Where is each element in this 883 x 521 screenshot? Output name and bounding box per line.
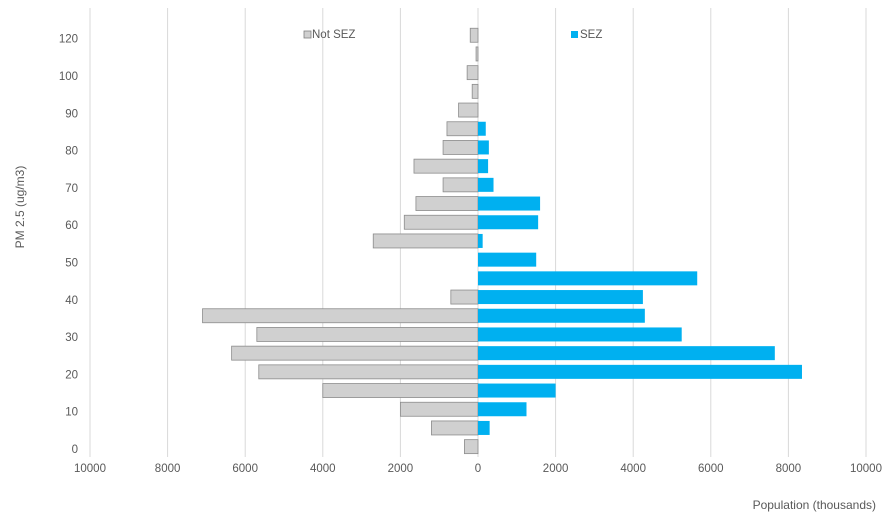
bar-not-sez bbox=[469, 27, 479, 43]
x-tick-label: 6000 bbox=[232, 463, 258, 475]
bar-not-sez bbox=[322, 383, 479, 398]
bar-sez bbox=[478, 290, 643, 305]
x-tick-label: 8000 bbox=[776, 463, 802, 475]
bar-sez bbox=[478, 121, 486, 136]
x-tick-label: 10000 bbox=[850, 463, 882, 475]
bar-not-sez bbox=[442, 177, 479, 193]
tick-labels: 10000 8000 6000 4000 2000 0 2000 4000 6000 8000 10… bbox=[59, 34, 882, 475]
bar-sez bbox=[478, 402, 527, 417]
y-tick-label: 70 bbox=[65, 183, 78, 195]
bar-not-sez bbox=[464, 439, 479, 455]
bar-sez bbox=[478, 177, 494, 192]
bar-not-sez bbox=[450, 289, 479, 305]
bar-not-sez bbox=[202, 308, 479, 324]
y-tick-label: 30 bbox=[65, 332, 78, 344]
bar-sez bbox=[478, 420, 490, 435]
y-tick-label: 80 bbox=[65, 146, 78, 158]
legend-label-sez: SEZ bbox=[580, 29, 602, 41]
x-tick-label: 6000 bbox=[698, 463, 724, 475]
y-tick-label: 40 bbox=[65, 295, 78, 307]
bar-not-sez bbox=[431, 420, 479, 436]
bar-sez bbox=[478, 327, 682, 342]
y-tick-label: 20 bbox=[65, 369, 78, 381]
y-tick-label: 60 bbox=[65, 220, 78, 232]
y-tick-label: 50 bbox=[65, 258, 78, 270]
bar-sez bbox=[478, 383, 556, 398]
bar-not-sez bbox=[258, 364, 479, 380]
bar-sez bbox=[478, 233, 483, 248]
x-tick-label: 0 bbox=[475, 463, 481, 475]
x-tick-label: 8000 bbox=[155, 463, 181, 475]
y-tick-label: 0 bbox=[72, 444, 78, 456]
bar-not-sez bbox=[446, 121, 479, 137]
x-tick-label: 2000 bbox=[543, 463, 569, 475]
y-tick-label: 120 bbox=[59, 34, 78, 46]
bar-sez bbox=[478, 364, 802, 379]
bar-not-sez bbox=[372, 233, 479, 249]
legend: Not SEZ SEZ bbox=[303, 29, 602, 41]
bar-sez bbox=[478, 196, 541, 211]
bar-sez bbox=[478, 252, 537, 267]
legend-swatch-sez bbox=[571, 31, 578, 38]
bar-not-sez bbox=[399, 401, 479, 417]
bar-sez bbox=[478, 308, 645, 323]
bar-not-sez bbox=[442, 140, 479, 155]
bar-sez bbox=[478, 271, 698, 286]
bar-not-sez bbox=[403, 214, 479, 230]
bar-not-sez bbox=[475, 46, 479, 62]
legend-swatch-not-sez bbox=[303, 30, 312, 39]
bar-sez bbox=[478, 215, 539, 230]
bar-not-sez bbox=[458, 102, 479, 118]
x-tick-label: 4000 bbox=[310, 463, 336, 475]
bar-sez bbox=[478, 346, 775, 361]
bar-not-sez bbox=[415, 196, 479, 211]
bar-not-sez bbox=[466, 65, 479, 81]
x-tick-label: 2000 bbox=[388, 463, 414, 475]
bar-sez bbox=[478, 140, 489, 155]
gridlines bbox=[89, 8, 867, 457]
bars bbox=[202, 27, 802, 455]
bar-not-sez bbox=[256, 327, 479, 342]
bar-sez bbox=[478, 159, 489, 174]
y-tick-label: 10 bbox=[65, 407, 78, 419]
x-tick-label: 4000 bbox=[620, 463, 646, 475]
bar-not-sez bbox=[413, 158, 479, 174]
y-tick-label: 90 bbox=[65, 108, 78, 120]
x-tick-label: 10000 bbox=[74, 463, 106, 475]
y-axis-title: PM 2.5 (ug/m3) bbox=[13, 166, 27, 249]
y-tick-label: 100 bbox=[59, 71, 78, 83]
legend-label-not-sez: Not SEZ bbox=[312, 29, 355, 41]
bar-not-sez bbox=[231, 345, 479, 361]
bar-not-sez bbox=[471, 83, 479, 99]
x-axis-title: Population (thousands) bbox=[753, 498, 876, 512]
